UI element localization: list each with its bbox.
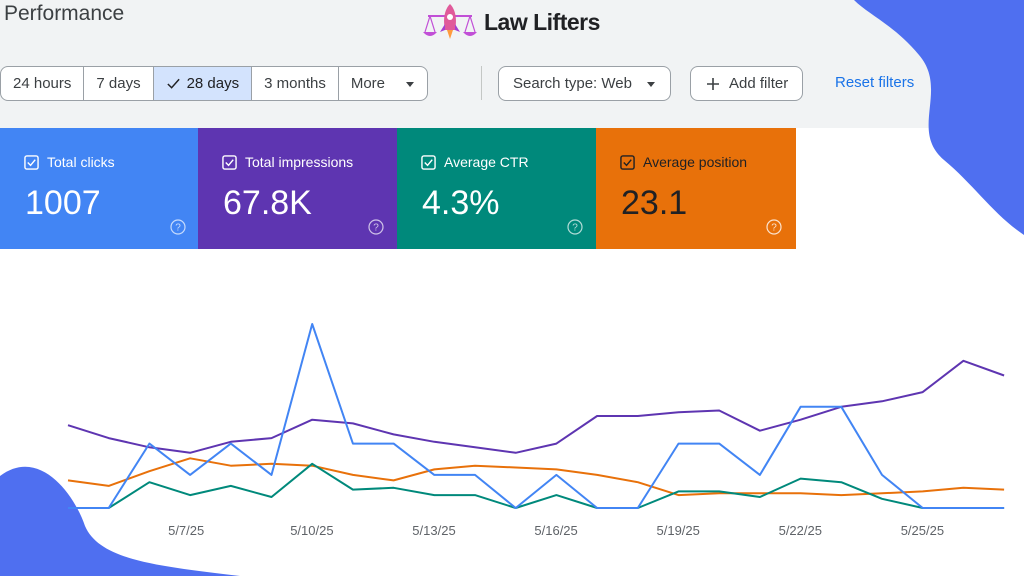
- metric-label: Total impressions: [245, 154, 354, 170]
- top-toolbar-background: [0, 0, 1024, 128]
- check-icon: [166, 78, 180, 89]
- series-line-average-ctr: [68, 462, 1005, 509]
- range-24-hours-label: 24 hours: [13, 75, 72, 92]
- metric-card-average-ctr[interactable]: Average CTR 4.3% ?: [397, 128, 597, 249]
- date-range-selector: 24 hours 7 days 28 days 3 months More: [0, 66, 429, 101]
- range-28-days[interactable]: 28 days: [153, 67, 253, 100]
- brand-name: Law Lifters: [484, 8, 600, 35]
- x-tick-label: 5/19/25: [656, 523, 700, 538]
- help-icon[interactable]: ?: [766, 219, 782, 235]
- metric-value: 4.3%: [422, 184, 500, 222]
- metric-label: Average position: [643, 154, 748, 170]
- range-more-dropdown[interactable]: More: [339, 67, 427, 100]
- x-tick-label: 5/22/25: [778, 523, 822, 538]
- metric-card-average-position[interactable]: Average position 23.1 ?: [596, 128, 796, 249]
- svg-text:?: ?: [373, 223, 379, 234]
- metric-label: Total clicks: [47, 154, 115, 170]
- performance-line-chart: [67, 323, 1005, 509]
- reset-filters-link[interactable]: Reset filters: [835, 74, 915, 91]
- x-tick-label: 5/25/25: [900, 523, 945, 538]
- search-type-dropdown[interactable]: Search type: Web: [498, 66, 671, 101]
- svg-text:?: ?: [572, 223, 578, 234]
- checkbox-checked-icon[interactable]: [222, 154, 237, 170]
- range-3-months[interactable]: 3 months: [252, 67, 339, 100]
- range-28-days-label: 28 days: [186, 75, 240, 92]
- x-tick-label: 5/16/25: [534, 523, 578, 538]
- range-3-months-label: 3 months: [264, 75, 326, 92]
- svg-text:?: ?: [771, 223, 777, 234]
- x-tick-label: 5/13/25: [412, 523, 456, 538]
- decorative-blob-top-right: [854, 0, 1024, 235]
- metric-card-total-impressions[interactable]: Total impressions 67.8K ?: [198, 128, 398, 249]
- x-tick-label: 5/7/25: [168, 523, 205, 538]
- metric-card-total-clicks[interactable]: Total clicks 1007 ?: [0, 128, 200, 249]
- x-tick-label: 5/10/25: [290, 523, 334, 538]
- series-line-total-impressions: [67, 359, 1005, 454]
- range-7-days-label: 7 days: [96, 75, 141, 92]
- help-icon[interactable]: ?: [368, 219, 384, 235]
- add-filter-label: Add filter: [729, 75, 789, 92]
- checkbox-checked-icon[interactable]: [620, 154, 635, 170]
- checkbox-checked-icon[interactable]: [421, 154, 436, 170]
- checkbox-checked-icon[interactable]: [24, 154, 39, 170]
- range-7-days[interactable]: 7 days: [84, 67, 154, 100]
- help-icon[interactable]: ?: [170, 219, 186, 235]
- help-icon[interactable]: ?: [567, 219, 583, 235]
- plus-icon: [707, 77, 719, 90]
- range-24-hours[interactable]: 24 hours: [1, 67, 85, 100]
- add-filter-button[interactable]: Add filter: [690, 66, 804, 101]
- decorative-blob-bottom-left: [0, 466, 240, 576]
- range-more-label: More: [350, 75, 386, 92]
- brand-logo: Law Lifters: [420, 2, 600, 42]
- metric-value: 1007: [25, 184, 101, 222]
- series-line-average-position: [67, 457, 1005, 497]
- metric-value: 23.1: [621, 184, 688, 222]
- metric-label: Average CTR: [444, 154, 529, 170]
- metric-value: 67.8K: [223, 184, 312, 222]
- series-line-total-clicks: [68, 323, 1005, 509]
- rocket-scales-icon: [423, 4, 477, 39]
- caret-down-icon: [406, 81, 415, 87]
- page-title: Performance: [4, 2, 125, 25]
- toolbar-divider: [481, 66, 482, 100]
- search-type-label: Search type: Web: [513, 75, 632, 92]
- svg-text:?: ?: [175, 223, 181, 234]
- caret-down-icon: [646, 81, 655, 87]
